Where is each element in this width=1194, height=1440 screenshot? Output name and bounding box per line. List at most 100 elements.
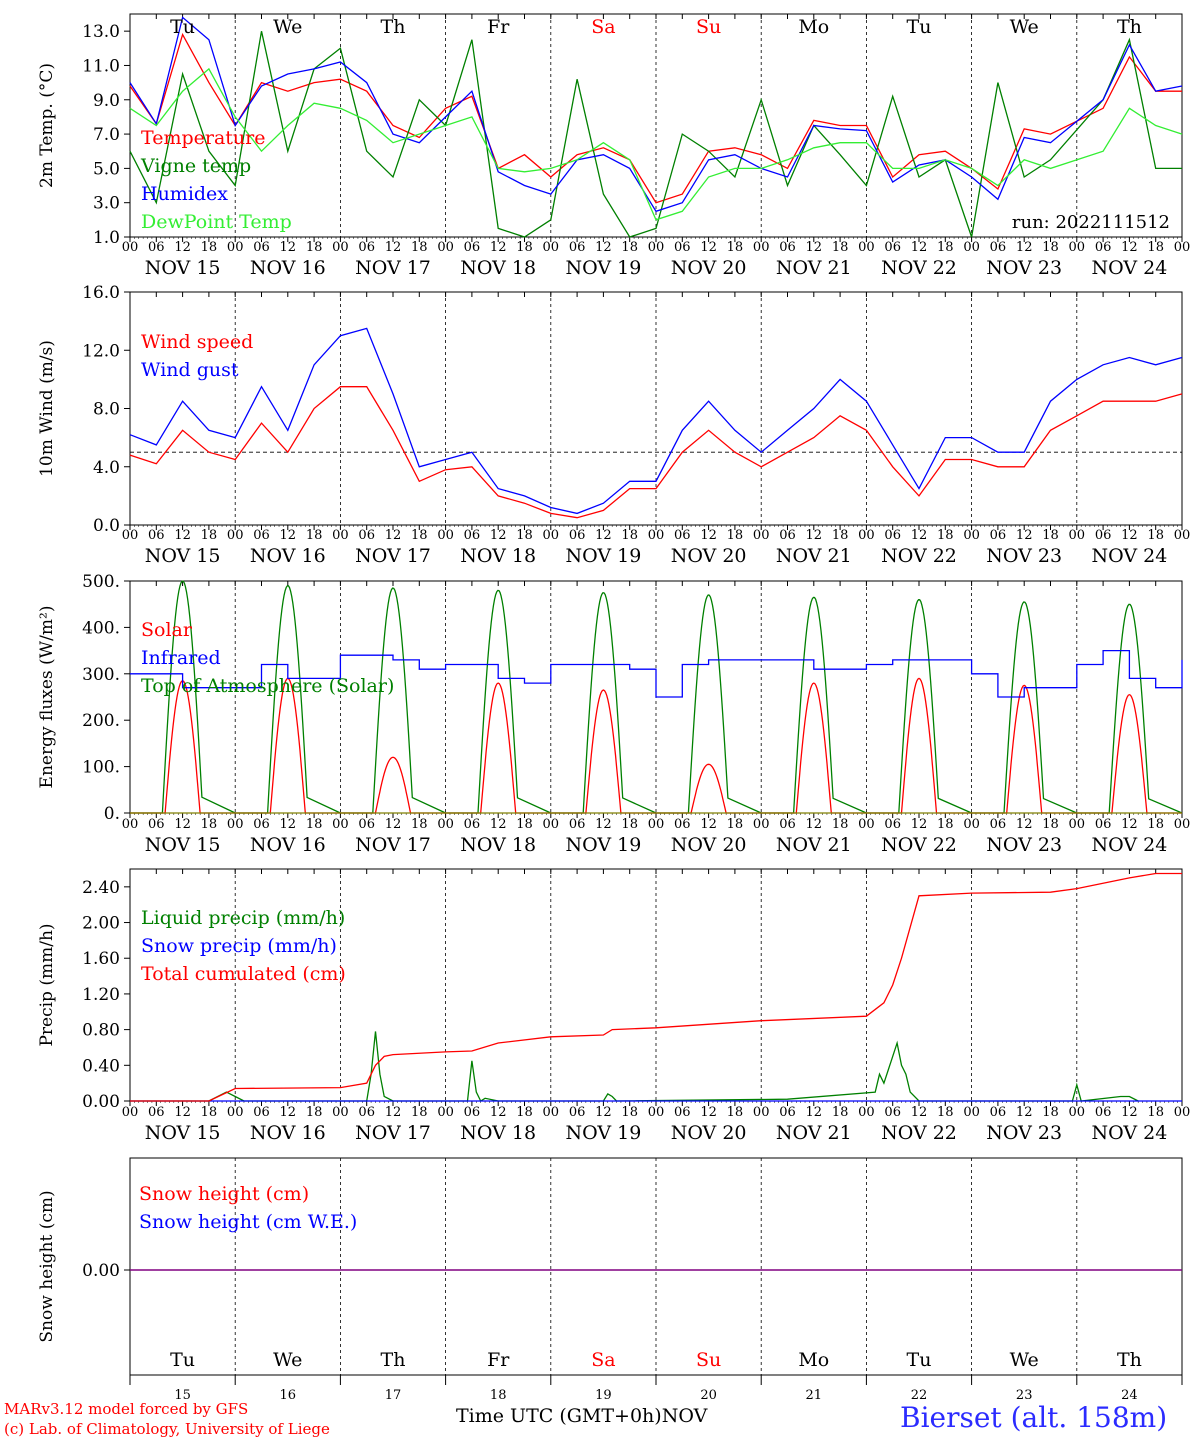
y-tick-label: 3.0 [93, 194, 120, 214]
solar-curve [130, 680, 236, 814]
hour-tick-label: 00 [543, 528, 560, 543]
hour-tick-label: 06 [464, 1105, 481, 1120]
day-number-label: 16 [280, 1388, 297, 1403]
hour-tick-label: 06 [884, 240, 901, 255]
hour-tick-label: 06 [253, 528, 270, 543]
hour-tick-label: 00 [1174, 240, 1191, 255]
day-label: NOV 18 [460, 834, 536, 856]
hour-tick-label: 00 [1069, 240, 1086, 255]
hour-tick-label: 00 [648, 817, 665, 832]
hour-tick-label: 18 [832, 528, 849, 543]
hour-tick-label: 18 [306, 240, 323, 255]
hour-tick-label: 12 [1016, 817, 1033, 832]
day-label: NOV 15 [145, 545, 221, 567]
weekday-label: Tu [170, 16, 195, 38]
series-line [130, 1031, 1139, 1102]
hour-tick-label: 12 [174, 1105, 191, 1120]
hour-tick-label: 12 [490, 528, 507, 543]
day-label: NOV 21 [776, 1122, 852, 1144]
hour-tick-label: 12 [1121, 817, 1138, 832]
solar-curve [550, 689, 656, 814]
hour-tick-label: 12 [1016, 528, 1033, 543]
day-label: NOV 21 [776, 545, 852, 567]
time-axis-label: Time UTC (GMT+0h) [456, 1405, 662, 1427]
day-number-label: 22 [911, 1388, 928, 1403]
toa-curve [340, 587, 446, 814]
hour-tick-label: 12 [911, 1105, 928, 1120]
weekday-label-bottom: We [1010, 1349, 1039, 1371]
day-label: NOV 18 [460, 545, 536, 567]
hour-tick-label: 06 [253, 817, 270, 832]
hour-tick-label: 00 [963, 240, 980, 255]
day-label: NOV 24 [1091, 545, 1167, 567]
y-tick-label: 200. [82, 711, 120, 731]
hour-tick-label: 00 [543, 1105, 560, 1120]
hour-tick-label: 00 [437, 1105, 454, 1120]
y-tick-label: 400. [82, 618, 120, 638]
hour-tick-label: 18 [1042, 1105, 1059, 1120]
hour-tick-label: 12 [806, 1105, 823, 1120]
hour-tick-label: 00 [858, 1105, 875, 1120]
day-label: NOV 22 [881, 834, 957, 856]
y-tick-label: 0.80 [82, 1021, 120, 1041]
y-tick-label: 0.0 [93, 516, 120, 536]
hour-tick-label: 18 [411, 1105, 428, 1120]
hour-tick-label: 00 [753, 240, 770, 255]
toa-curve [656, 594, 762, 814]
hour-tick-label: 12 [806, 817, 823, 832]
hour-tick-label: 18 [1147, 528, 1164, 543]
hour-tick-label: 00 [122, 240, 139, 255]
hour-tick-label: 12 [280, 528, 297, 543]
hour-tick-label: 12 [385, 240, 402, 255]
day-number-label: 19 [595, 1388, 612, 1403]
hour-tick-label: 18 [937, 240, 954, 255]
day-label: NOV 19 [565, 257, 641, 279]
hour-tick-label: 12 [595, 817, 612, 832]
hour-tick-label: 18 [411, 817, 428, 832]
weekday-label: Sa [591, 16, 615, 38]
day-label: NOV 15 [145, 834, 221, 856]
legend-entry: Infrared [141, 647, 221, 669]
y-tick-label: 1.60 [82, 949, 120, 969]
copyright-credit: (c) Lab. of Climatology, University of L… [4, 1420, 330, 1438]
hour-tick-label: 00 [1069, 1105, 1086, 1120]
hour-tick-label: 18 [621, 240, 638, 255]
day-label: NOV 23 [986, 1122, 1062, 1144]
hour-tick-label: 00 [1069, 817, 1086, 832]
toa-curve [445, 589, 552, 814]
hour-tick-label: 00 [543, 240, 560, 255]
hour-tick-label: 18 [832, 240, 849, 255]
legend-entry: Liquid precip (mm/h) [141, 907, 345, 929]
hour-tick-label: 00 [122, 528, 139, 543]
hour-tick-label: 18 [1147, 240, 1164, 255]
y-tick-label: 2.00 [82, 914, 120, 934]
hour-tick-label: 06 [779, 817, 796, 832]
day-label: NOV 24 [1091, 834, 1167, 856]
hour-tick-label: 00 [753, 528, 770, 543]
legend-entry: Wind speed [141, 331, 253, 353]
legend-entry: Vigne temp [140, 155, 251, 177]
day-number-label: 23 [1016, 1388, 1033, 1403]
solar-curve [656, 763, 762, 814]
hour-tick-label: 18 [1042, 240, 1059, 255]
day-label: NOV 23 [986, 834, 1062, 856]
day-label: NOV 16 [250, 545, 326, 567]
day-number-label: 17 [385, 1388, 402, 1403]
hour-tick-label: 18 [727, 240, 744, 255]
hour-tick-label: 00 [1174, 528, 1191, 543]
day-label: NOV 16 [250, 834, 326, 856]
hour-tick-label: 00 [332, 240, 349, 255]
day-label: NOV 15 [145, 257, 221, 279]
hour-tick-label: 18 [516, 528, 533, 543]
y-axis-title-temp: 2m Temp. (°C) [37, 63, 57, 188]
solar-curve [971, 684, 1077, 814]
hour-tick-label: 06 [569, 240, 586, 255]
series-line [130, 872, 1182, 1102]
hour-tick-label: 12 [174, 817, 191, 832]
hour-tick-label: 06 [569, 1105, 586, 1120]
run-label: run: 2022111512 [1012, 212, 1170, 233]
toa-curve [761, 596, 867, 814]
hour-tick-label: 00 [858, 240, 875, 255]
toa-curve [1076, 603, 1183, 814]
